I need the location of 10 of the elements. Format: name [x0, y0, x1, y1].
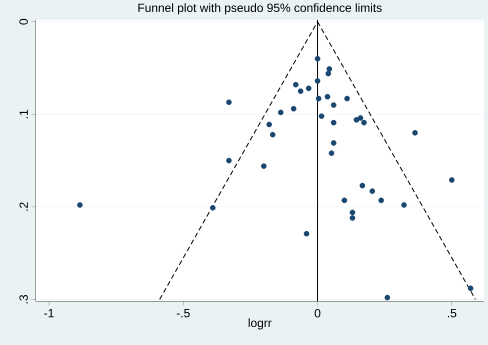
y-tick-label: .2	[19, 202, 28, 211]
y-tick-label: 0	[19, 18, 28, 25]
chart-title: Funnel plot with pseudo 95% confidence limits	[138, 3, 382, 14]
y-tick-label: .3	[19, 294, 28, 304]
x-tick-label: -1	[44, 309, 54, 318]
y-tick-label: .1	[20, 110, 28, 118]
x-tick-label: 0	[314, 309, 320, 318]
x-tick-label: .5	[448, 309, 456, 318]
x-tick-label: -.5	[176, 309, 190, 318]
x-axis-title: logrr	[248, 318, 272, 330]
